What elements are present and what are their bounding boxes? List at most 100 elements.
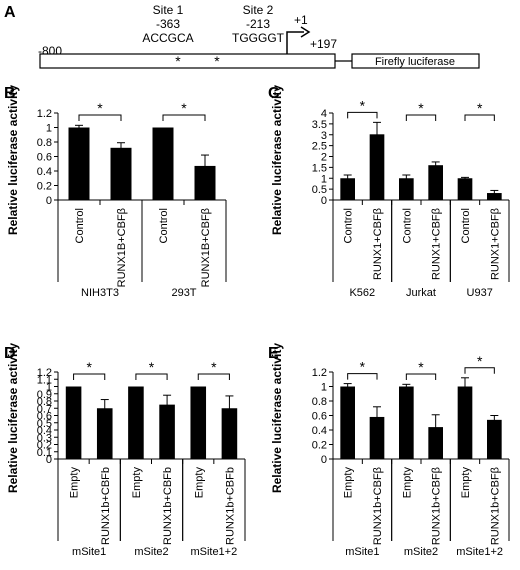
panel-e-ytick-label: 0 xyxy=(321,454,327,466)
panel-e-bar xyxy=(457,386,473,459)
panel-c-sig-star: * xyxy=(477,100,483,116)
panel-c-sig-star: * xyxy=(418,100,424,116)
panel-b-ytick-label: 0 xyxy=(46,195,52,207)
panel-e-sig-bracket xyxy=(464,367,495,374)
panel-c-sig-bracket xyxy=(405,114,437,121)
panel-c-ytick-label: 0.5 xyxy=(312,184,327,196)
panel-e-ytick-label: 0.4 xyxy=(312,425,327,437)
site2-sequence: TGGGGT xyxy=(232,31,285,45)
panel-d-sig-star: * xyxy=(211,359,217,375)
panel-c-category-label: Control xyxy=(343,208,355,243)
panel-c-ytick-label: 4 xyxy=(321,108,327,120)
panel-c-bar xyxy=(369,134,385,200)
panel-d-group-label: mSite2 xyxy=(134,546,168,558)
panel-e-letter: E xyxy=(268,345,279,362)
panel-d-bar xyxy=(65,386,82,459)
panel-c-category-label: RUNX1+CBFβ xyxy=(372,208,384,280)
panel-e-group-label: mSite2 xyxy=(404,546,438,558)
panel-e-sig-star: * xyxy=(360,359,366,375)
panel-d-ytick-label: 1.2 xyxy=(37,367,52,379)
panel-c-category-label: Control xyxy=(460,208,472,243)
panel-b-letter: B xyxy=(4,85,16,102)
panel-e-ytick-label: 0.8 xyxy=(312,396,327,408)
panel-e-category-label: RUNX1b+CBFβ xyxy=(489,467,501,545)
panel-e-category-label: Empty xyxy=(460,467,472,499)
panel-e-bar xyxy=(428,427,443,459)
panel-e-category-label: Empty xyxy=(343,467,355,499)
tss-arrow-icon xyxy=(286,31,304,54)
panel-d-category-label: Empty xyxy=(131,467,143,499)
panel-b-ytick-label: 0.8 xyxy=(37,137,52,149)
panel-c-ylabel: Relative luciferase activity xyxy=(270,85,284,235)
panel-d-sig-bracket xyxy=(73,373,106,380)
panel-c-category-label: RUNX1+CBFβ xyxy=(431,208,443,280)
panel-c-group-label: K562 xyxy=(349,287,375,299)
panel-d-ylabel: Relative luciferase activity xyxy=(6,343,20,493)
panel-d-sig-bracket xyxy=(197,373,230,380)
panel-b-category-label: Control xyxy=(158,208,170,243)
panel-e-ytick-label: 0.6 xyxy=(312,411,327,423)
panel-d-ytick-label: 0.2 xyxy=(37,440,52,452)
panel-d-bar xyxy=(96,408,113,459)
panel-d-ytick-label: 0.4 xyxy=(37,425,52,437)
panel-d-group-label: mSite1 xyxy=(72,546,106,558)
panel-c-category-label: RUNX1+CBFβ xyxy=(489,208,501,280)
panel-d-sig-bracket xyxy=(135,373,168,380)
panel-b-bar xyxy=(152,127,174,200)
panel-a-letter: A xyxy=(4,4,16,21)
panel-e-bar xyxy=(340,386,355,459)
panel-c-group-label: Jurkat xyxy=(406,287,436,299)
panel-c-ytick-label: 3 xyxy=(321,130,327,142)
panel-e-bar xyxy=(369,416,385,459)
panel-c-bar xyxy=(487,193,502,200)
panel-b-ytick-label: 0.6 xyxy=(37,152,52,164)
panel-b-sig-bracket xyxy=(78,114,122,121)
panel-c-bar xyxy=(340,178,355,200)
panel-e-category-label: RUNX1b+CBFβ xyxy=(372,467,384,545)
panel-c-bar xyxy=(428,165,443,200)
panel-d-ytick-label: 0.8 xyxy=(37,396,52,408)
panel-e-ytick-label: 0.2 xyxy=(312,440,327,452)
panel-b-sig-star: * xyxy=(97,100,103,116)
panel-c-category-label: Control xyxy=(401,208,413,243)
panel-c-bar xyxy=(457,178,473,200)
panel-b-category-label: Control xyxy=(74,208,86,243)
site1-sequence: ACCGCA xyxy=(142,31,193,45)
panel-c-ytick-label: 2 xyxy=(321,152,327,164)
panel-b-category-label: RUNX1B+CBFβ xyxy=(200,208,212,287)
panel-e-sig-bracket xyxy=(347,373,378,380)
panel-c-ytick-label: 2.5 xyxy=(312,141,327,153)
panel-d-category-label: RUNX1b+CBFb xyxy=(224,467,236,545)
panel-e-ylabel: Relative luciferase activity xyxy=(270,343,284,493)
panel-e-sig-star: * xyxy=(418,359,424,375)
panel-b-ylabel: Relative luciferase activity xyxy=(6,85,20,235)
panel-e-group-label: mSite1+2 xyxy=(456,546,503,558)
panel-d-ytick-label: 1.1 xyxy=(37,374,52,386)
panel-d-bar xyxy=(159,404,175,459)
panel-e-sig-star: * xyxy=(477,353,483,369)
panel-b-category-label: RUNX1B+CBFβ xyxy=(116,208,128,287)
panel-c-ytick-label: 3.5 xyxy=(312,119,327,131)
panel-c-sig-star: * xyxy=(360,97,366,113)
panel-e-bar xyxy=(487,419,502,459)
panel-e-sig-bracket xyxy=(405,373,437,380)
panel-d-category-label: Empty xyxy=(193,467,205,499)
panel-d-category-label: Empty xyxy=(69,467,81,499)
panel-c-sig-bracket xyxy=(464,114,495,121)
panel-e-category-label: Empty xyxy=(401,467,413,499)
panel-c-letter: C xyxy=(268,85,280,102)
panel-d-group-label: mSite1+2 xyxy=(190,546,237,558)
panel-d-ytick-label: 0.9 xyxy=(37,389,52,401)
promoter-box xyxy=(39,53,336,69)
tss-label: +1 xyxy=(294,13,308,27)
site2-title: Site 2 xyxy=(243,3,274,17)
site2-position: -213 xyxy=(246,17,270,31)
panel-b-bar xyxy=(110,147,132,200)
luciferase-box xyxy=(351,53,480,69)
panel-d-bar xyxy=(190,386,207,459)
panel-e-group-label: mSite1 xyxy=(345,546,379,558)
panel-a: A Site 1 -363 ACCGCA Site 2 -213 TGGGGT … xyxy=(4,3,480,69)
